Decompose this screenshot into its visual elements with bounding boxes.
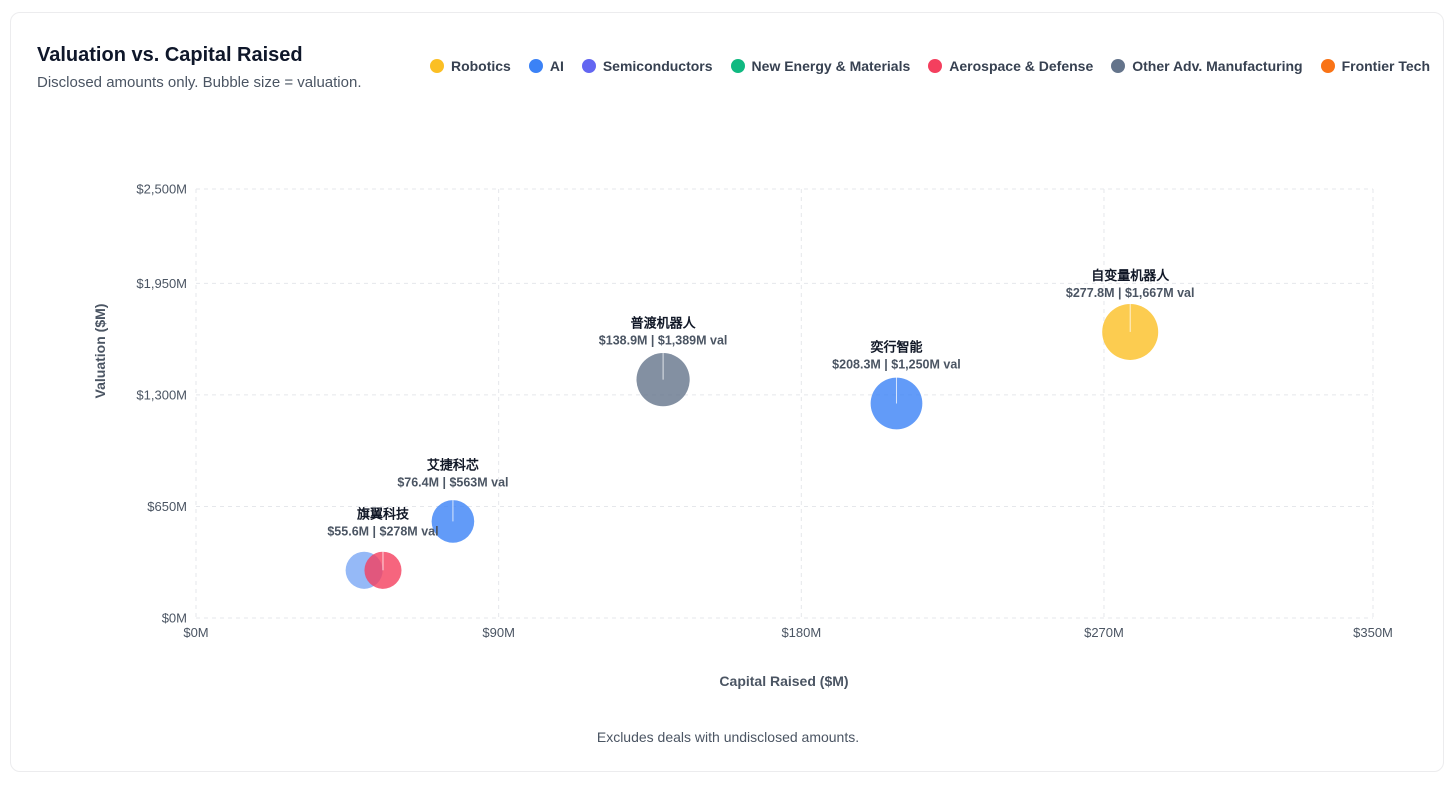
x-tick-label: $0M — [183, 625, 208, 640]
legend-label: New Energy & Materials — [751, 58, 911, 74]
legend-item[interactable]: Robotics — [429, 58, 511, 74]
legend-swatch — [528, 59, 543, 73]
legend-swatch — [429, 59, 444, 73]
legend-label: Robotics — [450, 58, 511, 74]
legend-swatch — [1320, 59, 1335, 73]
x-axis-ticks: $0M $90M $180M $270M $350M — [183, 625, 1393, 640]
chart-card — [10, 12, 1444, 772]
legend-item[interactable]: Aerospace & Defense — [928, 58, 1093, 74]
grid-lines — [195, 188, 1374, 619]
point-labels: 旗翼科技 $55.6M | $278M val 艾捷科芯 $76.4M | $563M… — [327, 268, 1194, 538]
point-value-label: $208.3M | $1,250M val — [832, 358, 961, 372]
point-name-label: 艾捷科芯 — [427, 457, 479, 472]
legend-item[interactable]: Frontier Tech — [1320, 58, 1430, 74]
legend-label: AI — [549, 58, 564, 74]
legend-item[interactable]: Semiconductors — [581, 58, 713, 74]
legend: Robotics AI Semiconductors New Energy & Mat… — [429, 58, 1430, 74]
point-value-label: $277.8M | $1,667M val — [1066, 286, 1195, 300]
x-tick-label: $270M — [1084, 625, 1124, 640]
legend-label: Frontier Tech — [1341, 58, 1430, 74]
legend-item[interactable]: AI — [528, 58, 564, 74]
point-value-label: $138.9M | $1,389M val — [599, 334, 728, 348]
legend-swatch — [928, 59, 943, 73]
legend-label: Aerospace & Defense — [949, 58, 1094, 74]
legend-label: Other Adv. Manufacturing — [1132, 58, 1303, 74]
legend-swatch — [581, 59, 596, 73]
y-tick-label: $650M — [147, 499, 187, 514]
legend-item[interactable]: New Energy & Materials — [730, 58, 911, 74]
y-axis-title: Valuation ($M) — [92, 304, 108, 399]
legend-swatch — [730, 59, 745, 73]
y-tick-label: $0M — [162, 611, 187, 626]
legend-swatch — [1111, 59, 1126, 73]
point-value-label: $76.4M | $563M val — [397, 475, 508, 489]
point-name-label: 自变量机器人 — [1091, 268, 1170, 283]
bubbles — [345, 295, 1159, 589]
x-axis-title: Capital Raised ($M) — [719, 673, 848, 689]
footnote: Excludes deals with undisclosed amounts. — [596, 729, 860, 745]
x-tick-label: $180M — [781, 625, 821, 640]
y-axis-ticks: $0M $650M $1,300M $1,950M $2,500M — [136, 182, 187, 626]
point-name-label: 奕行智能 — [870, 340, 922, 355]
y-tick-label: $1,300M — [136, 387, 187, 402]
y-tick-label: $2,500M — [136, 182, 187, 197]
x-tick-label: $350M — [1353, 625, 1393, 640]
point-name-label: 普渡机器人 — [631, 316, 697, 331]
chart-subtitle: Disclosed amounts only. Bubble size = va… — [37, 74, 362, 91]
x-tick-label: $90M — [482, 625, 515, 640]
point-name-label: 旗翼科技 — [357, 506, 410, 521]
chart-title: Valuation vs. Capital Raised — [37, 44, 303, 66]
legend-label: Semiconductors — [602, 58, 713, 74]
point-value-label: $55.6M | $278M val — [327, 524, 438, 538]
y-tick-label: $1,950M — [136, 276, 187, 291]
legend-item[interactable]: Other Adv. Manufacturing — [1111, 58, 1303, 74]
